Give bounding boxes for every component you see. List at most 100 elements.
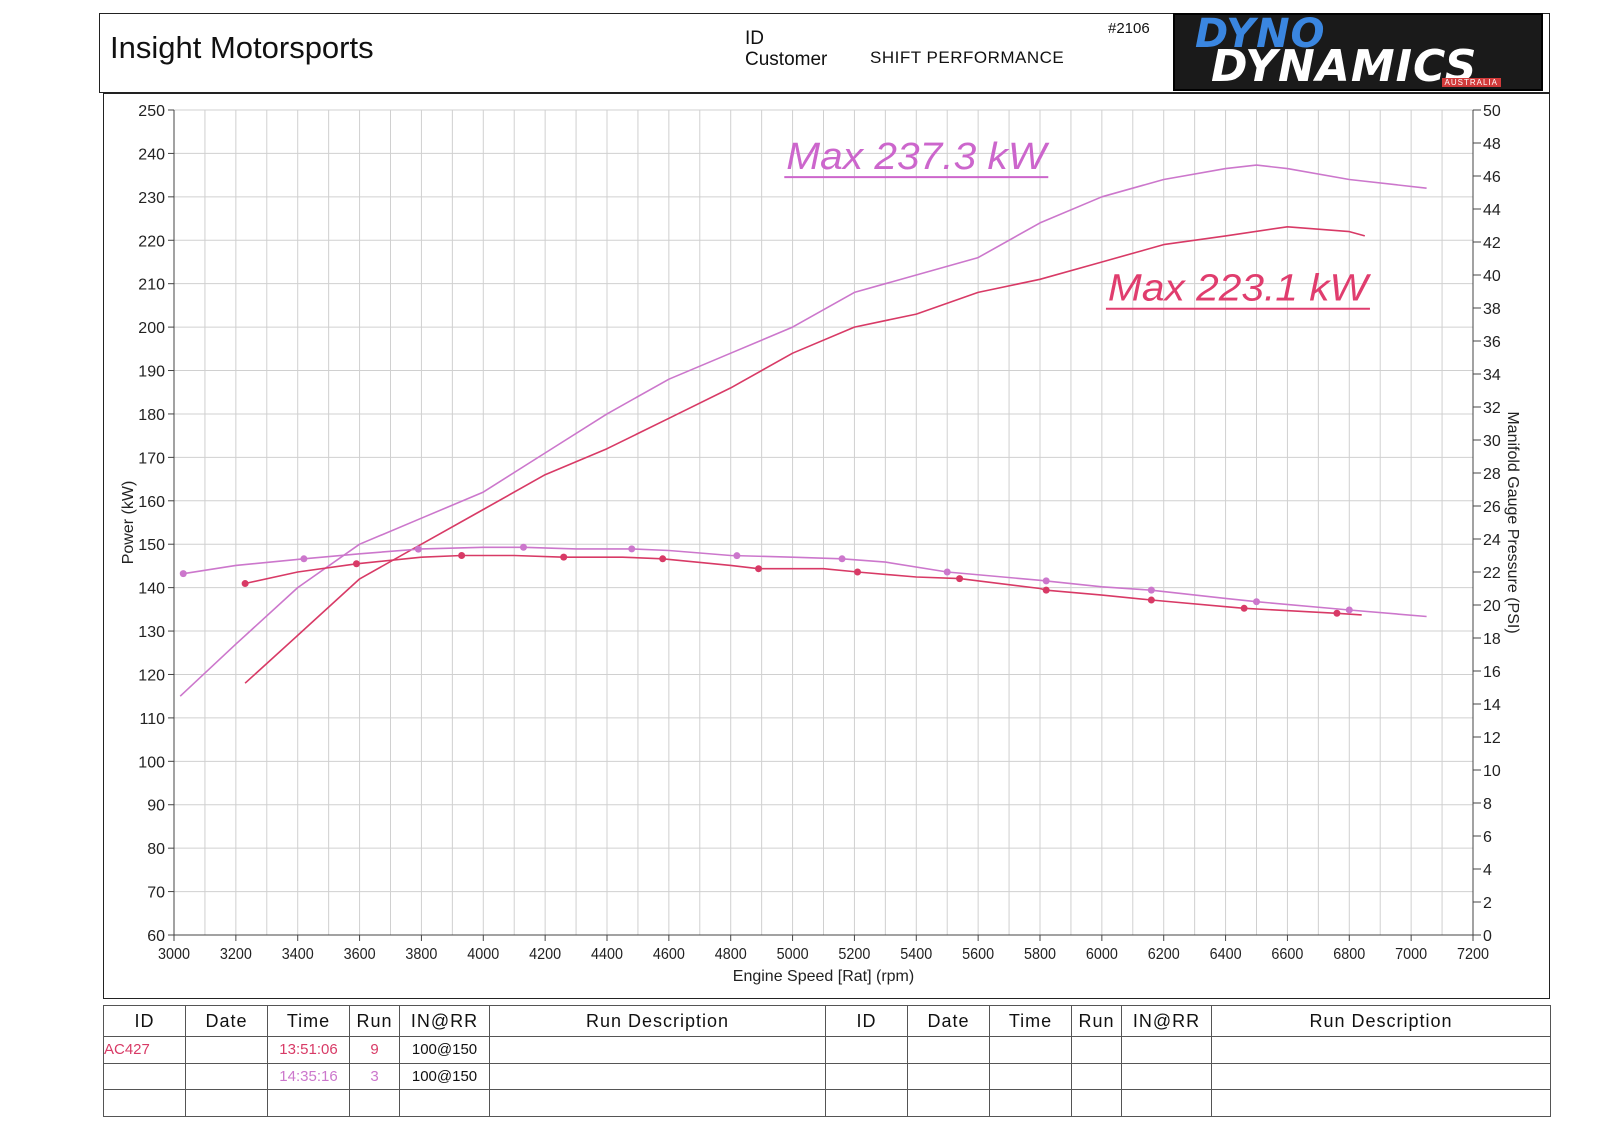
- shop-title: Insight Motorsports: [110, 30, 374, 65]
- table-cell: [489, 1062, 826, 1091]
- series-marker: [519, 543, 527, 551]
- y2-tick-label: 30: [1483, 433, 1501, 450]
- series-line-2: [244, 226, 1366, 684]
- table-header-cell: IN@RR: [1121, 1005, 1212, 1037]
- y-tick-label: 90: [147, 798, 165, 815]
- y-tick-label: 220: [138, 233, 165, 250]
- x-tick-label: 6000: [1086, 946, 1118, 963]
- table-header-cell: ID: [825, 1005, 908, 1037]
- y2-tick-label: 50: [1483, 103, 1501, 120]
- table-header-cell: Run: [1071, 1005, 1122, 1037]
- y2-tick-label: 38: [1483, 301, 1501, 318]
- series-marker: [414, 545, 422, 553]
- y-tick-label: 130: [138, 624, 165, 641]
- table-header-cell: ID: [103, 1005, 186, 1037]
- y2-tick-label: 16: [1483, 664, 1501, 681]
- table-cell: AC427: [103, 1036, 186, 1064]
- x-tick-label: 4000: [467, 946, 499, 963]
- y-tick-label: 190: [138, 364, 165, 381]
- table-cell: [989, 1036, 1072, 1064]
- table-cell: [989, 1089, 1072, 1117]
- y2-tick-label: 6: [1483, 829, 1492, 846]
- y2-tick-label: 2: [1483, 895, 1492, 912]
- series-marker: [352, 560, 360, 568]
- y2-tick-label: 0: [1483, 928, 1492, 945]
- logo-line-1: DYNO: [1195, 13, 1326, 57]
- x-tick-label: 4600: [653, 946, 685, 963]
- table-cell: 100@150: [399, 1062, 490, 1091]
- x-tick-label: 3400: [282, 946, 314, 963]
- x-tick-label: 3200: [220, 946, 252, 963]
- y2-tick-label: 4: [1483, 862, 1492, 879]
- logo-subtitle: AUSTRALIA: [1441, 78, 1501, 87]
- y2-tick-label: 48: [1483, 136, 1501, 153]
- y2-tick-label: 46: [1483, 169, 1501, 186]
- y2-tick-label: 42: [1483, 235, 1501, 252]
- y2-tick-label: 44: [1483, 202, 1501, 219]
- series-line-1: [179, 164, 1427, 697]
- table-header-row: ID Date Time Run IN@RR Run Description ID Date T…: [103, 1005, 1551, 1037]
- table-header-cell: Date: [907, 1005, 990, 1037]
- series-marker: [956, 575, 964, 583]
- series-line-3: [183, 546, 1427, 618]
- table-cell: [1211, 1089, 1551, 1117]
- table-cell: [349, 1089, 400, 1117]
- x-tick-label: 4800: [715, 946, 747, 963]
- y-tick-label: 70: [147, 885, 165, 902]
- y-tick-label: 100: [138, 754, 165, 771]
- table-cell: [399, 1089, 490, 1117]
- chart-frame: [103, 93, 1550, 999]
- table-header-cell: IN@RR: [399, 1005, 490, 1037]
- x-tick-label: 5800: [1024, 946, 1056, 963]
- x-tick-label: 7200: [1457, 946, 1489, 963]
- y2-tick-label: 40: [1483, 268, 1501, 285]
- table-cell: [907, 1036, 990, 1064]
- table-cell: [1121, 1089, 1212, 1117]
- table-cell: 3: [349, 1062, 400, 1091]
- series-marker: [1345, 606, 1353, 614]
- table-cell: [1121, 1036, 1212, 1064]
- table-header-cell: Run Description: [1211, 1005, 1551, 1037]
- y2-tick-label: 28: [1483, 466, 1501, 483]
- y2-axis-label: Manifold Gauge Pressure (PSI): [1504, 411, 1521, 633]
- max-power-annotation-2: Max 223.1 kW: [1108, 268, 1371, 310]
- y2-tick-label: 14: [1483, 697, 1501, 714]
- dyno-dynamics-logo: DYNO DYNAMICS AUSTRALIA: [1173, 13, 1543, 91]
- series-marker: [560, 553, 568, 561]
- table-cell: [825, 1089, 908, 1117]
- y-tick-label: 110: [139, 711, 165, 728]
- y-tick-label: 240: [138, 146, 165, 163]
- y-tick-label: 150: [138, 537, 165, 554]
- table-cell: [103, 1062, 186, 1091]
- y2-tick-label: 22: [1483, 565, 1501, 582]
- series-marker: [300, 555, 308, 563]
- table-cell: [1211, 1062, 1551, 1091]
- y-tick-label: 170: [138, 450, 165, 467]
- sheet-reference: #2106: [1108, 20, 1150, 37]
- y2-tick-label: 24: [1483, 532, 1501, 549]
- table-row: 14:35:16 3 100@150: [103, 1062, 1551, 1091]
- x-tick-label: 6400: [1210, 946, 1242, 963]
- y2-tick-label: 8: [1483, 796, 1492, 813]
- series-marker: [943, 568, 951, 576]
- series-marker: [1147, 596, 1155, 604]
- table-cell: 9: [349, 1036, 400, 1064]
- table-cell: [989, 1062, 1072, 1091]
- table-cell: [103, 1089, 186, 1117]
- series-marker: [241, 580, 249, 588]
- series-marker: [659, 555, 667, 563]
- customer-label: Customer: [745, 49, 828, 70]
- table-cell: [1071, 1036, 1122, 1064]
- y-tick-label: 230: [138, 190, 165, 207]
- table-cell: [1071, 1062, 1122, 1091]
- series-line-4: [244, 554, 1362, 616]
- series-marker: [1333, 609, 1341, 617]
- series-marker: [854, 568, 862, 576]
- logo-line-2: DYNAMICS: [1211, 41, 1478, 91]
- table-cell: [185, 1062, 268, 1091]
- series-marker: [733, 552, 741, 560]
- y-tick-label: 210: [138, 277, 165, 294]
- y-tick-label: 200: [138, 320, 165, 337]
